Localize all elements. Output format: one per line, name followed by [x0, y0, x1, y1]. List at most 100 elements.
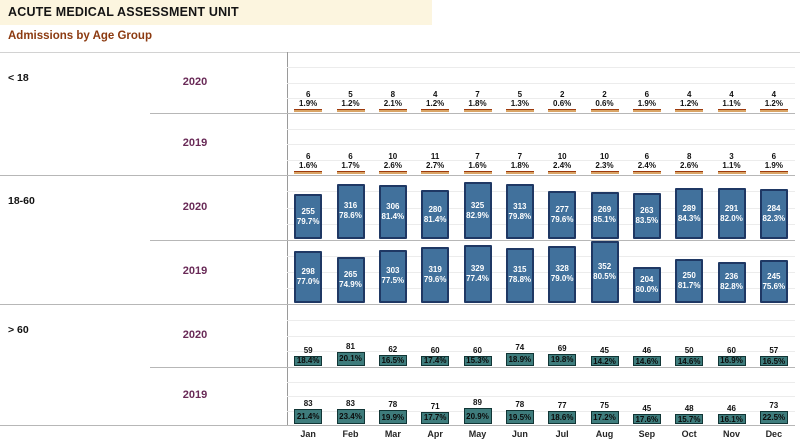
admissions-bar: [759, 109, 788, 112]
admissions-bar: [759, 171, 788, 174]
month-label: Oct: [681, 429, 697, 439]
admissions-bar: 16.5%: [378, 355, 407, 366]
admissions-bar: 303 77.5%: [378, 249, 407, 303]
bar-count-percent-label: 8 2.6%: [680, 152, 699, 170]
admissions-bar: 20.9%: [463, 408, 492, 424]
bar-percent-label: 17.6%: [635, 414, 659, 424]
year-label: 2019: [182, 265, 208, 277]
admissions-bar: 315 78.8%: [505, 247, 534, 303]
admissions-bar: [378, 171, 407, 174]
bar-count-label: 59: [303, 345, 313, 355]
age-group-label: > 60: [8, 324, 29, 336]
admissions-bar: 255 79.7%: [294, 194, 323, 239]
month-label: Sep: [638, 429, 656, 439]
bar-count-label: 71: [430, 401, 440, 411]
admissions-bar: 16.5%: [759, 356, 788, 366]
month-label: Mar: [384, 429, 401, 439]
admissions-bar: 23.4%: [336, 409, 365, 424]
admissions-bar: 16.1%: [717, 414, 746, 424]
chart-top-rule: [0, 52, 800, 53]
panel-gridline: [287, 82, 795, 84]
bar-count-percent-label: 7 1.6%: [468, 152, 487, 170]
bar-count-percent-label: 6 2.4%: [637, 152, 656, 170]
bar-count-label: 89: [473, 398, 482, 408]
admissions-bar: 236 82.8%: [717, 261, 746, 303]
bar-value-label: 265 74.9%: [339, 269, 362, 289]
admissions-bar: [548, 109, 577, 112]
bar-value-label: 306 81.4%: [381, 202, 405, 222]
panel-gridline: [287, 128, 795, 130]
panel-baseline: [150, 113, 795, 114]
month-label: Apr: [427, 429, 443, 439]
panel-baseline: [150, 240, 795, 241]
month-label: Aug: [595, 429, 614, 439]
panel-gridline: [287, 159, 795, 161]
bar-value-label: 329 77.4%: [466, 264, 489, 284]
bar-count-percent-label: 7 1.8%: [510, 152, 529, 170]
admissions-bar: 245 75.6%: [759, 260, 788, 303]
year-label: 2020: [182, 328, 208, 341]
admissions-bar: [675, 171, 704, 174]
bar-value-label: 263 83.5%: [635, 205, 659, 225]
admissions-bar: 19.9%: [378, 410, 407, 424]
bar-percent-label: 16.5%: [762, 356, 786, 366]
panel-gridline: [287, 351, 795, 353]
report-title: ACUTE MEDICAL ASSESSMENT UNIT: [0, 0, 432, 25]
panel-gridline: [287, 223, 795, 225]
bar-count-percent-label: 10 2.4%: [553, 152, 572, 170]
bar-count-label: 48: [684, 404, 694, 413]
admissions-bar: 277 79.6%: [548, 190, 577, 239]
bar-value-label: 328 79.0%: [550, 264, 574, 284]
admissions-bar: [378, 109, 407, 112]
bar-percent-label: 23.4%: [339, 412, 362, 422]
bar-percent-label: 18.9%: [508, 355, 532, 365]
month-label: Feb: [342, 429, 359, 439]
admissions-bar: 22.5%: [759, 411, 788, 424]
bar-percent-label: 17.2%: [593, 412, 616, 422]
admissions-bar: 204 80.0%: [632, 267, 661, 303]
panel-gridline: [287, 410, 795, 412]
panel-gridline: [287, 288, 795, 289]
admissions-bar: [632, 109, 661, 112]
admissions-bar: 16.9%: [717, 355, 746, 366]
admissions-bar: 14.6%: [675, 356, 704, 366]
bar-value-label: 313 79.8%: [508, 201, 532, 221]
panel-gridline: [287, 256, 795, 257]
year-label: 2020: [182, 200, 208, 213]
bar-percent-label: 17.4%: [423, 356, 447, 366]
admissions-bar: 17.7%: [421, 411, 450, 424]
bar-percent-label: 15.3%: [466, 356, 489, 366]
bar-count-label: 73: [769, 401, 779, 411]
panel-gridline: [287, 335, 795, 337]
admissions-bar: 329 77.4%: [463, 245, 492, 303]
bar-percent-label: 19.8%: [550, 355, 574, 365]
bar-percent-label: 16.9%: [720, 356, 743, 366]
admissions-bar: 306 81.4%: [378, 185, 407, 239]
panel-gridline: [287, 207, 795, 209]
bar-count-percent-label: 6 1.6%: [299, 152, 318, 170]
bar-percent-label: 15.7%: [677, 414, 701, 424]
bar-count-percent-label: 6 1.9%: [764, 152, 783, 170]
bar-count-label: 60: [430, 345, 440, 355]
bar-value-label: 245 75.6%: [762, 271, 786, 291]
admissions-bar: [505, 171, 534, 174]
bar-value-label: 280 81.4%: [423, 204, 447, 224]
admissions-bar: 298 77.0%: [294, 250, 323, 303]
bar-count-percent-label: 6 1.9%: [637, 90, 656, 108]
bar-percent-label: 21.4%: [296, 412, 320, 422]
admissions-bar: 19.5%: [505, 410, 534, 424]
admissions-bar: [632, 171, 661, 174]
bar-value-label: 315 78.8%: [508, 265, 532, 285]
admissions-bar: 280 81.4%: [421, 190, 450, 239]
month-label: Nov: [722, 429, 740, 439]
admissions-bar: 289 84.3%: [675, 188, 704, 239]
year-label: 2019: [182, 137, 208, 149]
bar-value-label: 291 82.0%: [720, 203, 743, 223]
bar-count-label: 75: [600, 400, 609, 410]
admissions-bar: 20.1%: [336, 351, 365, 366]
panel-gridline: [287, 67, 795, 69]
admissions-bar: 352 80.5%: [590, 241, 619, 303]
bar-count-percent-label: 4 1.2%: [764, 90, 783, 108]
admissions-bar: [463, 171, 492, 174]
